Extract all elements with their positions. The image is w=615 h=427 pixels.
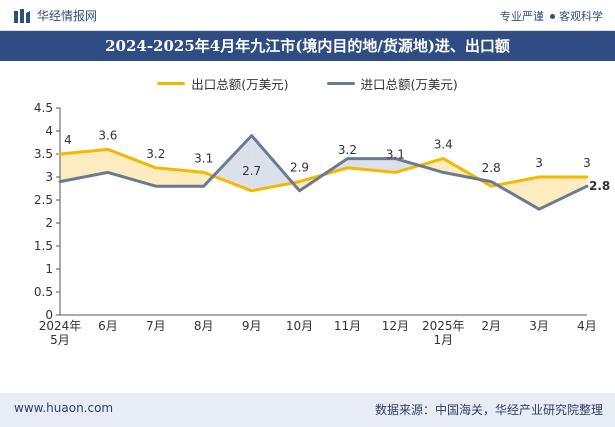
tagline: 专业严谨 客观科学	[500, 8, 603, 24]
y-tick-label: 1.5	[34, 239, 53, 253]
y-tick-label: 1	[45, 262, 53, 276]
brand: 华经情报网	[14, 7, 97, 24]
legend-swatch-export	[157, 81, 186, 85]
import-line	[58, 134, 589, 211]
export-data-label: 3	[583, 156, 591, 170]
export-data-label: 2.7	[242, 164, 261, 178]
y-tick-label: 3.5	[34, 147, 53, 161]
x-tick-label: 6月	[98, 319, 118, 333]
export-data-label: 4	[64, 133, 72, 147]
y-tick-label: 3	[45, 170, 53, 184]
brand-name: 华经情报网	[37, 9, 98, 23]
y-tick-label: 2.5	[34, 193, 53, 207]
band-segment	[539, 177, 587, 210]
y-tick-label: 0.5	[34, 285, 53, 299]
y-tick-label: 4	[45, 124, 53, 138]
legend-swatch-import	[326, 81, 355, 85]
y-tick-label: 2	[45, 216, 53, 230]
legend-label-export: 出口总额(万美元)	[191, 76, 289, 92]
export-data-label: 3	[535, 156, 543, 170]
x-tick-label: 7月	[146, 319, 166, 333]
y-tick-label: 4.5	[34, 101, 53, 115]
legend-item-import: 进口总额(万美元)	[326, 72, 458, 94]
x-tick-label: 12月	[382, 319, 409, 333]
import-end-label: 2.8	[589, 179, 610, 193]
x-tick-label: 11月	[334, 319, 361, 333]
legend-label-import: 进口总额(万美元)	[360, 76, 458, 92]
x-tick-label: 2月	[481, 319, 501, 333]
chart-legend: 出口总额(万美元) 进口总额(万美元)	[0, 72, 615, 94]
export-data-label: 3.1	[194, 151, 213, 165]
legend-item-export: 出口总额(万美元)	[157, 72, 289, 94]
top-bar: 华经情报网 专业严谨 客观科学	[0, 0, 615, 31]
export-data-label: 3.4	[434, 138, 453, 152]
export-data-label: 2.9	[290, 161, 309, 175]
x-tick-label: 10月	[286, 319, 313, 333]
x-tick-label: 2025年 1月	[422, 319, 465, 347]
line-chart: 0 0.5 1 1.5 2 2.5 3 3.5 4 4.5 2024年 5月 6月 7月 8月 9月 10月 11…	[34, 101, 610, 347]
x-tick-label: 9月	[242, 319, 262, 333]
tagline-dot-icon	[550, 14, 555, 19]
x-tick-label: 3月	[529, 319, 549, 333]
export-data-label: 3.2	[338, 143, 357, 157]
x-tick-label: 2024年 5月	[39, 319, 82, 347]
export-data-label: 3.1	[386, 147, 405, 161]
tagline-right: 客观科学	[559, 10, 603, 23]
x-tick-label: 4月	[577, 319, 597, 333]
band-segment	[213, 135, 252, 191]
chart-title: 2024-2025年4月年九江市(境内目的地/货源地)进、出口额	[0, 31, 615, 61]
export-data-label: 2.8	[482, 161, 501, 175]
x-tick-label: 8月	[194, 319, 214, 333]
export-data-label: 3.6	[98, 128, 117, 142]
footer-source: 数据来源：中国海关，华经产业研究院整理	[374, 403, 603, 417]
y-tick-label: 0	[45, 308, 53, 322]
footer: www.huaon.com 数据来源：中国海关，华经产业研究院整理	[0, 393, 615, 427]
tagline-left: 专业严谨	[500, 10, 544, 23]
band-segment	[419, 158, 444, 173]
brand-logo-icon	[14, 8, 30, 23]
band-segment	[497, 177, 540, 210]
band-segment	[107, 149, 156, 187]
footer-url: www.huaon.com	[14, 401, 114, 415]
band-segment	[395, 158, 420, 173]
export-data-label: 3.2	[146, 147, 165, 161]
